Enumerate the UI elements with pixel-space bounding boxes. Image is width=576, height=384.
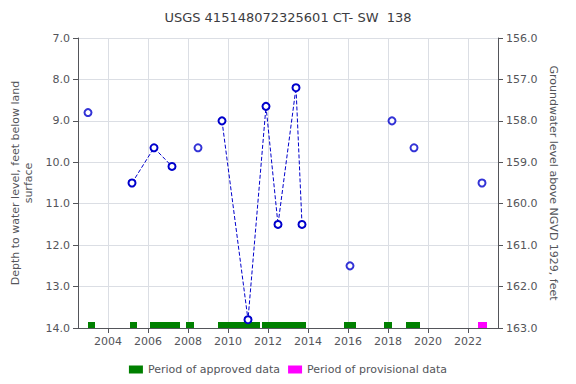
- svg-text:159.0: 159.0: [506, 156, 538, 169]
- svg-text:2004: 2004: [94, 335, 122, 348]
- svg-text:162.0: 162.0: [506, 280, 538, 293]
- svg-text:Depth to water level, feet bel: Depth to water level, feet below land: [9, 81, 22, 286]
- svg-text:7.0: 7.0: [53, 32, 71, 45]
- svg-text:14.0: 14.0: [46, 322, 71, 335]
- svg-text:2018: 2018: [374, 335, 402, 348]
- svg-text:157.0: 157.0: [506, 73, 538, 86]
- svg-text:2012: 2012: [254, 335, 282, 348]
- svg-text:13.0: 13.0: [46, 280, 71, 293]
- svg-text:12.0: 12.0: [46, 239, 71, 252]
- svg-text:Period of approved data: Period of approved data: [148, 363, 280, 376]
- svg-text:2016: 2016: [334, 335, 362, 348]
- svg-text:2010: 2010: [214, 335, 242, 348]
- svg-text:158.0: 158.0: [506, 114, 538, 127]
- svg-text:8.0: 8.0: [53, 73, 71, 86]
- svg-text:2022: 2022: [454, 335, 482, 348]
- svg-text:surface: surface: [22, 162, 35, 203]
- svg-text:156.0: 156.0: [506, 32, 538, 45]
- svg-text:163.0: 163.0: [506, 322, 538, 335]
- svg-text:160.0: 160.0: [506, 197, 538, 210]
- svg-text:161.0: 161.0: [506, 239, 538, 252]
- svg-text:2006: 2006: [134, 335, 162, 348]
- svg-text:2014: 2014: [294, 335, 322, 348]
- svg-text:10.0: 10.0: [46, 156, 71, 169]
- svg-text:Period of provisional data: Period of provisional data: [307, 363, 447, 376]
- svg-text:Groundwater level above NGVD 1: Groundwater level above NGVD 1929, feet: [547, 65, 560, 301]
- svg-text:2008: 2008: [174, 335, 202, 348]
- svg-text:11.0: 11.0: [46, 197, 71, 210]
- svg-text:9.0: 9.0: [53, 114, 71, 127]
- svg-text:2020: 2020: [414, 335, 442, 348]
- svg-text:USGS 415148072325601 CT- SW 1: USGS 415148072325601 CT- SW 138: [164, 10, 411, 25]
